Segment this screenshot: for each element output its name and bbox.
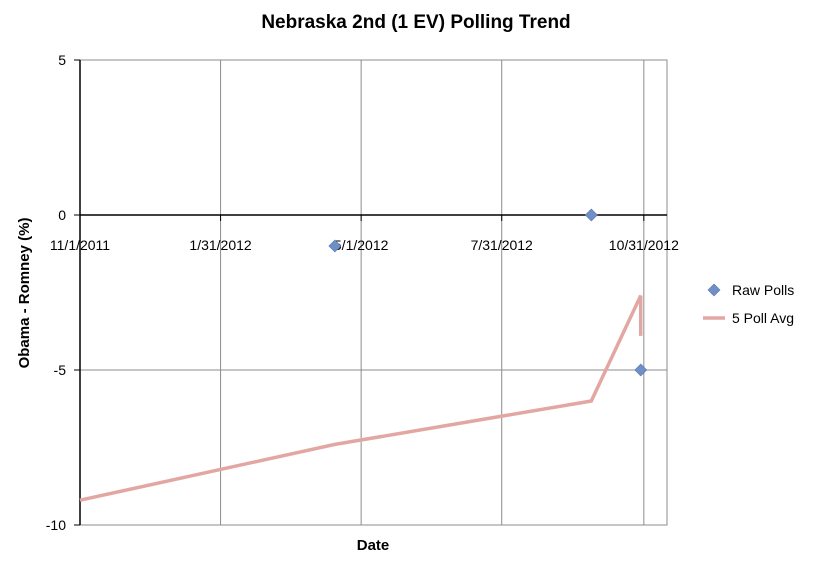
y-axis-label: Obama - Romney (%): [16, 218, 33, 369]
y-tick-label-3: -10: [46, 517, 66, 533]
x-tick-label-2: 5/1/2012: [334, 237, 389, 253]
plot-area: 5 0 -5 -10 11/1/2011 1/31/2012 5/1/2012 7/31/20…: [46, 52, 679, 533]
chart-title: Nebraska 2nd (1 EV) Polling Trend: [261, 12, 570, 33]
legend: Raw Polls 5 Poll Avg: [703, 282, 794, 326]
legend-marker-0: [707, 283, 721, 297]
plot-frame: [79, 59, 668, 526]
y-tick-label-0: 5: [58, 52, 66, 68]
raw-poll-point-0: [328, 239, 342, 253]
x-tick-label-0: 11/1/2011: [50, 237, 110, 253]
legend-label-0: Raw Polls: [732, 282, 794, 298]
y-tick-label-1: 0: [58, 207, 66, 223]
raw-poll-point-2: [634, 363, 648, 377]
x-tick-label-4: 10/31/2012: [609, 237, 679, 253]
y-tick-label-2: -5: [54, 362, 67, 378]
series-line-1: [79, 294, 643, 502]
legend-label-1: 5 Poll Avg: [732, 310, 794, 326]
x-axis-label: Date: [357, 537, 390, 554]
raw-poll-point-1: [584, 208, 598, 222]
x-tick-label-3: 7/31/2012: [471, 237, 533, 253]
x-tick-label-1: 1/31/2012: [189, 237, 251, 253]
